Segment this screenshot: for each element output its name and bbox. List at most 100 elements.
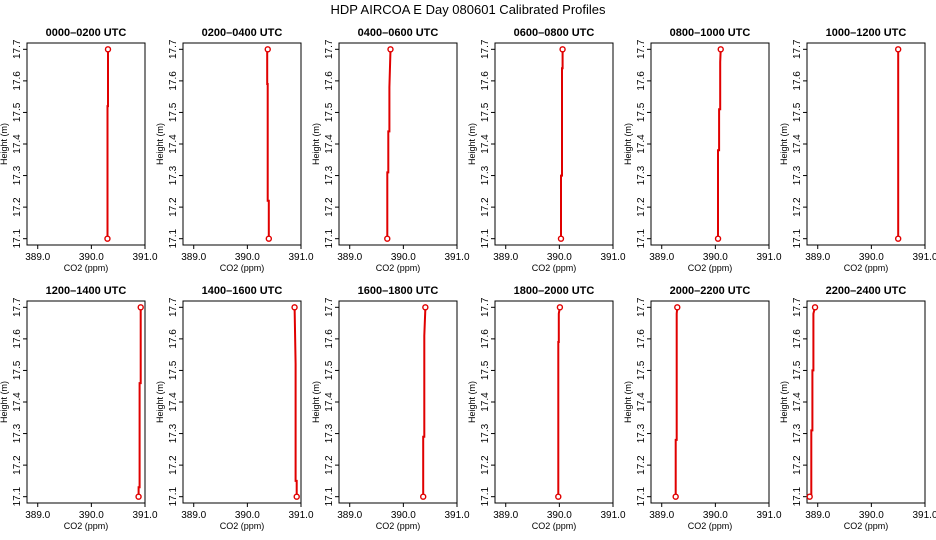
y-tick-label: 17.3 [480,165,491,185]
x-tick-label: 391.0 [600,252,625,263]
panel-1: 0200–0400 UTC 389.0 390.0 391.0 17.1 17.2 17.3… [155,27,314,273]
x-axis-label: CO2 (ppm) [688,263,733,273]
y-tick-label: 17.5 [168,360,179,380]
profile-point [557,235,565,242]
y-axis-label: Height (m) [155,123,165,165]
x-axis-label: CO2 (ppm) [64,263,109,273]
y-axis-label: Height (m) [0,381,9,423]
y-axis-label: Height (m) [467,123,477,165]
y-tick-label: 17.3 [168,423,179,443]
profile-point [894,235,902,242]
panel-title: 0200–0400 UTC [202,27,283,39]
y-tick-label: 17.4 [324,134,335,154]
x-tick-label: 389.0 [337,252,362,263]
y-tick-label: 17.4 [792,392,803,412]
y-tick-label: 17.3 [480,423,491,443]
panel-6: 1200–1400 UTC 389.0 390.0 391.0 17.1 17.2 17.3… [0,285,158,531]
y-tick-label: 17.6 [12,71,23,91]
x-tick-label: 390.0 [859,252,884,263]
plot-frame [806,42,926,246]
x-tick-label: 389.0 [493,252,518,263]
y-tick-label: 17.4 [636,392,647,412]
y-tick-label: 17.5 [324,102,335,122]
y-tick-label: 17.3 [792,423,803,443]
profile-point [104,235,111,242]
profile-point [714,235,722,242]
y-tick-label: 17.3 [324,423,335,443]
profile-line [106,49,109,239]
x-tick-label: 391.0 [912,510,936,521]
profile-point [894,46,902,53]
profile-point [137,304,144,311]
x-tick-label: 390.0 [547,252,572,263]
panel-title: 2200–2400 UTC [826,285,907,297]
x-tick-label: 390.0 [235,510,260,521]
y-tick-label: 17.7 [636,39,647,59]
y-axis-label: Height (m) [623,381,633,423]
plot-frame [806,300,926,504]
y-tick-label: 17.3 [792,165,803,185]
y-tick-label: 17.6 [168,329,179,349]
panel-2: 0400–0600 UTC 389.0 390.0 391.0 17.1 17.2 17.3… [311,27,470,273]
y-tick-label: 17.5 [636,360,647,380]
panel-title: 0800–1000 UTC [670,27,751,39]
y-tick-label: 17.6 [792,71,803,91]
y-tick-label: 17.1 [12,229,23,249]
y-tick-label: 17.4 [168,392,179,412]
y-tick-label: 17.1 [12,487,23,507]
x-axis-label: CO2 (ppm) [532,521,577,531]
profile-point [265,235,273,242]
x-tick-label: 389.0 [805,252,830,263]
plot-frame [650,42,770,246]
x-tick-label: 391.0 [132,510,157,521]
y-tick-label: 17.1 [636,229,647,249]
x-axis-label: CO2 (ppm) [220,263,265,273]
y-tick-label: 17.5 [168,102,179,122]
x-tick-label: 391.0 [288,510,313,521]
y-tick-label: 17.7 [12,39,23,59]
profile-point [291,304,298,311]
y-tick-label: 17.5 [480,360,491,380]
y-axis-label: Height (m) [155,381,165,423]
y-tick-label: 17.3 [12,423,23,443]
y-tick-label: 17.5 [792,102,803,122]
plot-frame [338,42,458,246]
profile-point [806,493,813,500]
y-tick-label: 17.2 [12,197,23,217]
panel-title: 0000–0200 UTC [46,27,127,39]
panel-title: 1600–1800 UTC [358,285,439,297]
x-tick-label: 390.0 [547,510,572,521]
x-tick-label: 391.0 [600,510,625,521]
plot-frame [26,42,146,246]
y-tick-label: 17.6 [636,329,647,349]
y-tick-label: 17.7 [168,297,179,317]
y-tick-label: 17.2 [480,197,491,217]
y-tick-label: 17.1 [324,229,335,249]
panel-title: 1800–2000 UTC [514,285,595,297]
x-tick-label: 390.0 [703,510,728,521]
profile-point [555,493,562,500]
profile-point [556,304,564,311]
y-tick-label: 17.4 [480,134,491,154]
y-axis-label: Height (m) [779,381,789,423]
y-tick-label: 17.2 [792,197,803,217]
y-tick-label: 17.2 [792,455,803,475]
y-tick-label: 17.1 [792,229,803,249]
y-tick-label: 17.2 [636,197,647,217]
y-tick-label: 17.2 [324,455,335,475]
profile-point [387,46,394,53]
profile-point [104,46,112,53]
y-tick-label: 17.2 [480,455,491,475]
panel-10: 2000–2200 UTC 389.0 390.0 391.0 17.1 17.2 17.3… [623,285,782,531]
panel-5: 1000–1200 UTC 389.0 390.0 391.0 17.1 17.2 17.3… [779,27,936,273]
y-axis-label: Height (m) [311,123,321,165]
y-tick-label: 17.1 [324,487,335,507]
profile-line [717,49,722,239]
plot-frame [182,300,302,504]
panel-title: 2000–2200 UTC [670,285,751,297]
x-tick-label: 389.0 [337,510,362,521]
profile-line [560,49,564,239]
x-tick-label: 391.0 [132,252,157,263]
profile-line [137,307,142,497]
